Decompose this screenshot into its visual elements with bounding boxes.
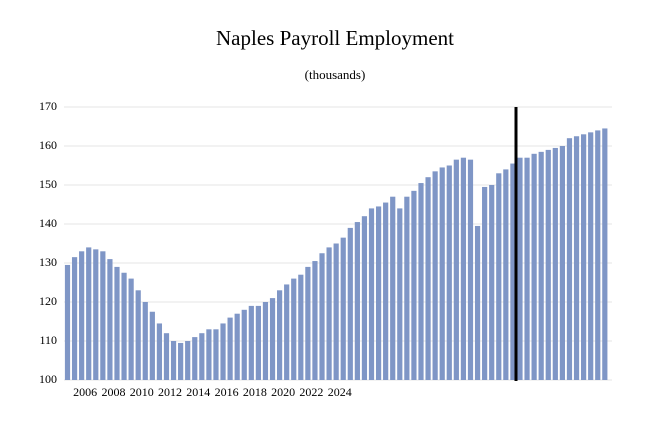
bar (234, 313, 240, 380)
bar (460, 157, 467, 380)
bar (326, 247, 332, 380)
x-tick-label: 2008 (101, 385, 125, 399)
bar (121, 272, 127, 380)
bar (361, 216, 368, 380)
x-tick-label: 2006 (73, 385, 97, 399)
bar (269, 298, 276, 380)
bar (531, 153, 537, 380)
bar (425, 177, 431, 380)
bar (347, 227, 353, 380)
y-tick-label: 120 (39, 294, 57, 308)
bar (581, 134, 587, 380)
bar (128, 278, 134, 380)
bar (404, 196, 410, 380)
bar (312, 261, 318, 380)
bar (319, 253, 325, 380)
bar (368, 208, 375, 380)
bar (453, 159, 459, 380)
bar (524, 157, 530, 380)
bars (64, 128, 608, 380)
bar (79, 251, 85, 380)
bar (156, 323, 163, 380)
bar (482, 186, 488, 380)
chart-title: Naples Payroll Employment (216, 26, 454, 50)
x-tick-label: 2018 (243, 385, 267, 399)
x-tick-label: 2010 (130, 385, 154, 399)
y-tick-label: 110 (39, 333, 57, 347)
bar (503, 169, 509, 380)
bar (595, 130, 601, 380)
y-tick-label: 130 (39, 255, 57, 269)
bar (517, 157, 523, 380)
bar (552, 147, 558, 380)
bar (298, 274, 304, 380)
y-tick-label: 100 (39, 372, 57, 386)
bar (439, 167, 445, 380)
bar (390, 196, 396, 380)
bar (333, 243, 339, 380)
bar (277, 290, 283, 380)
bar (573, 136, 580, 380)
bar (206, 329, 212, 380)
bar (199, 333, 205, 380)
x-tick-label: 2016 (215, 385, 239, 399)
bar (64, 264, 71, 380)
bar (588, 132, 594, 380)
bar (255, 305, 261, 380)
bar (383, 202, 389, 380)
bar (262, 302, 269, 380)
bar (489, 185, 495, 380)
y-tick-label: 160 (39, 138, 57, 152)
x-tick-label: 2014 (186, 385, 210, 399)
bar (284, 284, 290, 380)
bar (192, 337, 198, 380)
bar (496, 173, 502, 380)
bar (93, 249, 99, 380)
bar (375, 206, 382, 380)
bar (467, 159, 474, 380)
bar (545, 149, 551, 380)
bar (185, 341, 191, 380)
x-tick-label: 2024 (328, 385, 352, 399)
x-tick-label: 2020 (271, 385, 295, 399)
x-tick-label: 2012 (158, 385, 182, 399)
bar (241, 309, 247, 380)
y-tick-label: 150 (39, 177, 57, 191)
bar (114, 266, 120, 380)
bar (170, 341, 177, 380)
bar (248, 305, 254, 380)
bar (474, 225, 481, 380)
bar (71, 257, 78, 380)
y-tick-label: 140 (39, 216, 57, 230)
bar (107, 259, 113, 380)
bar (291, 278, 297, 380)
bar (446, 165, 452, 380)
bar (559, 146, 565, 380)
bar (227, 317, 233, 380)
bar (305, 266, 311, 380)
bar (135, 290, 141, 380)
bar (411, 190, 417, 380)
bar (397, 208, 403, 380)
bar (432, 171, 438, 380)
bar (566, 138, 573, 380)
chart-subtitle: (thousands) (305, 67, 366, 82)
x-tick-label: 2022 (299, 385, 323, 399)
bar (100, 251, 106, 380)
bar (142, 302, 148, 380)
bar (149, 311, 155, 380)
bar (213, 329, 219, 380)
bar (86, 247, 92, 380)
y-tick-label: 170 (39, 99, 57, 113)
bar (354, 222, 360, 380)
bar (163, 333, 170, 380)
bar (538, 151, 544, 380)
bar (510, 163, 516, 380)
bar (602, 128, 608, 380)
bar (340, 237, 346, 380)
bar (178, 342, 184, 380)
bar (220, 323, 226, 380)
bar (418, 183, 424, 380)
